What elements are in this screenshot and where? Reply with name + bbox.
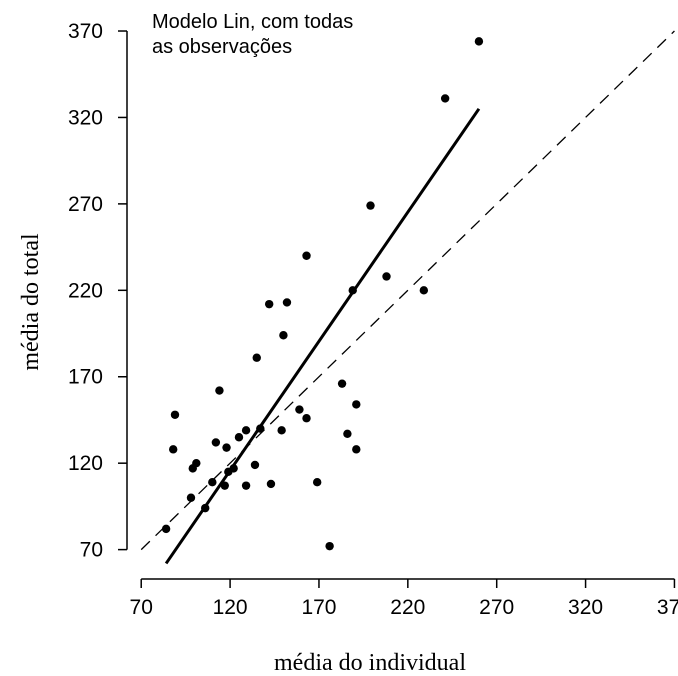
data-point [366,201,375,210]
y-tick-label: 170 [68,366,103,389]
data-point [279,331,288,340]
data-point [222,443,231,452]
annotation-line-1: Modelo Lin, com todas [152,11,353,33]
data-point [264,299,274,309]
x-axis-title: média do individual [274,650,466,676]
data-point [170,410,180,419]
data-point [256,424,265,433]
x-tick-label: 370 [657,596,678,619]
data-point [474,37,484,46]
data-point [352,400,361,409]
y-tick-label: 70 [80,539,103,562]
y-tick-label: 120 [68,452,103,475]
data-points [161,37,484,551]
data-point [234,433,244,442]
data-point [169,445,178,454]
data-point [282,298,292,307]
data-point [208,477,217,487]
x-tick-label: 170 [301,596,336,619]
data-point [186,493,196,502]
data-point [337,379,347,388]
data-point [302,251,311,260]
data-point [325,541,334,551]
data-point [241,426,251,435]
data-point [161,524,171,534]
data-point [220,481,229,490]
data-point [295,405,304,414]
y-tick-label: 220 [68,279,103,302]
data-point [302,414,311,423]
data-point [382,272,391,281]
data-point [312,477,322,487]
y-tick-label: 370 [68,20,103,43]
data-point [419,286,429,295]
data-point [211,438,221,447]
x-tick-label: 70 [130,596,153,619]
x-tick-label: 220 [390,596,425,619]
y-tick-label: 270 [68,193,103,216]
data-point [266,479,276,489]
data-point [277,426,286,435]
data-point [192,458,201,468]
data-point [252,353,261,362]
data-point [440,94,450,103]
x-tick-label: 320 [568,596,603,619]
data-point [352,445,361,454]
data-point [201,503,210,513]
x-tick-label: 120 [213,596,248,619]
data-point [215,386,224,395]
data-point [241,481,251,490]
annotation-line-2: as observações [152,36,292,58]
data-point [343,429,352,438]
fitted-line-solid [164,107,481,565]
data-point [229,464,238,473]
data-point [250,460,260,470]
axes: 70 120 170 220 270 320 370 70 120 170 220 270 320 370 [68,20,678,619]
x-tick-label: 270 [479,596,514,619]
data-point [348,286,357,295]
y-axis-title: média do total [18,233,44,371]
reference-lines [140,30,675,565]
y-tick-label: 320 [68,106,103,129]
identity-line-dashed [140,30,675,551]
